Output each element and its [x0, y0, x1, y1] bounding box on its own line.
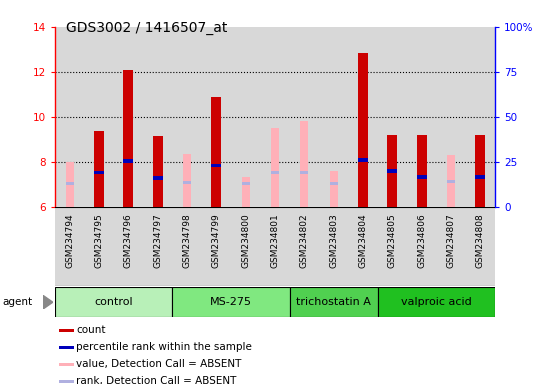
Bar: [475, 175, 486, 179]
Bar: [123, 159, 134, 163]
Polygon shape: [43, 295, 53, 309]
Text: GSM234798: GSM234798: [183, 214, 191, 268]
Text: GSM234797: GSM234797: [153, 214, 162, 268]
Text: MS-275: MS-275: [210, 297, 252, 307]
Text: value, Detection Call = ABSENT: value, Detection Call = ABSENT: [76, 359, 241, 369]
Bar: [271, 171, 279, 174]
Text: valproic acid: valproic acid: [401, 297, 472, 307]
Text: GSM234802: GSM234802: [300, 214, 309, 268]
Bar: [152, 136, 163, 207]
Bar: [211, 164, 222, 167]
Bar: [387, 135, 398, 207]
Bar: [211, 97, 222, 207]
Bar: [59, 346, 74, 349]
Bar: [290, 287, 378, 317]
Text: GSM234805: GSM234805: [388, 214, 397, 268]
Text: GSM234806: GSM234806: [417, 214, 426, 268]
Text: GSM234800: GSM234800: [241, 214, 250, 268]
Text: GSM234808: GSM234808: [476, 214, 485, 268]
Bar: [59, 329, 74, 332]
Text: GSM234803: GSM234803: [329, 214, 338, 268]
Bar: [447, 180, 455, 183]
Bar: [183, 181, 191, 184]
Bar: [55, 287, 172, 317]
Bar: [416, 135, 427, 207]
Bar: [271, 128, 279, 207]
Text: GSM234807: GSM234807: [447, 214, 455, 268]
Bar: [59, 380, 74, 383]
Bar: [183, 154, 191, 207]
Bar: [329, 171, 338, 207]
Bar: [447, 156, 455, 207]
Text: trichostatin A: trichostatin A: [296, 297, 371, 307]
Text: GDS3002 / 1416507_at: GDS3002 / 1416507_at: [66, 21, 227, 35]
Bar: [300, 171, 309, 174]
Bar: [65, 182, 74, 185]
Bar: [172, 287, 290, 317]
Bar: [416, 175, 427, 179]
Bar: [55, 27, 495, 207]
Text: GSM234794: GSM234794: [65, 214, 74, 268]
Text: percentile rank within the sample: percentile rank within the sample: [76, 343, 252, 353]
Bar: [59, 362, 74, 366]
Bar: [241, 177, 250, 207]
Text: count: count: [76, 326, 106, 336]
Text: rank, Detection Call = ABSENT: rank, Detection Call = ABSENT: [76, 376, 236, 384]
Bar: [152, 176, 163, 180]
Bar: [123, 70, 134, 207]
Bar: [475, 135, 486, 207]
Text: control: control: [95, 297, 133, 307]
Bar: [387, 169, 398, 173]
Text: GSM234804: GSM234804: [359, 214, 367, 268]
Text: GSM234799: GSM234799: [212, 214, 221, 268]
Bar: [300, 121, 309, 207]
Bar: [94, 131, 104, 207]
Text: GSM234795: GSM234795: [95, 214, 103, 268]
Bar: [358, 158, 368, 162]
Bar: [358, 53, 368, 207]
Bar: [65, 162, 74, 207]
Bar: [378, 287, 495, 317]
Text: GSM234801: GSM234801: [271, 214, 279, 268]
Bar: [241, 182, 250, 185]
Bar: [94, 170, 104, 174]
Text: GSM234796: GSM234796: [124, 214, 133, 268]
Bar: [329, 182, 338, 185]
Text: agent: agent: [3, 297, 33, 307]
